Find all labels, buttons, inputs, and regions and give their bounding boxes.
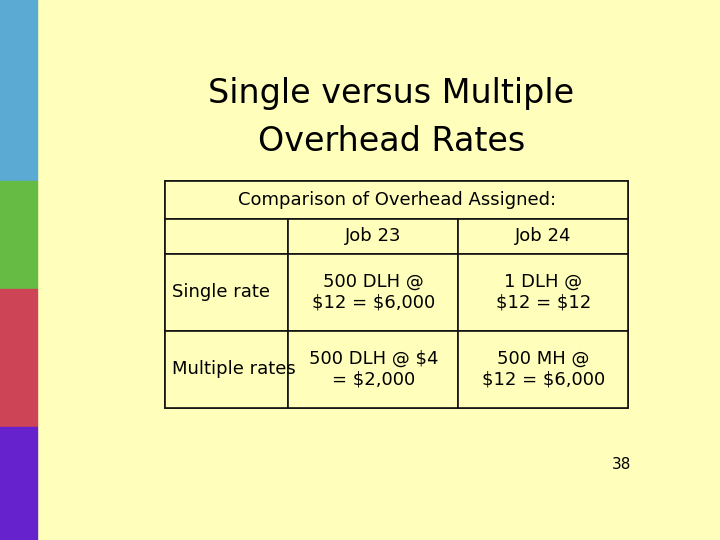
Text: 500 DLH @ \$4
= \$2,000: 500 DLH @ \$4 = \$2,000 bbox=[309, 350, 438, 389]
Text: 500 MH @
\$12 = \$6,000: 500 MH @ \$12 = \$6,000 bbox=[482, 350, 605, 389]
Text: Single versus Multiple: Single versus Multiple bbox=[208, 77, 575, 110]
Text: Overhead Rates: Overhead Rates bbox=[258, 125, 525, 158]
Bar bbox=[459, 254, 629, 331]
Bar bbox=[288, 254, 459, 331]
Text: Comparison of Overhead Assigned:: Comparison of Overhead Assigned: bbox=[238, 191, 556, 209]
Text: Job 24: Job 24 bbox=[516, 227, 572, 245]
Bar bbox=[459, 331, 629, 408]
Bar bbox=[166, 181, 629, 408]
Text: Multiple rates: Multiple rates bbox=[172, 360, 296, 379]
Bar bbox=[166, 331, 288, 408]
Bar bbox=[166, 219, 288, 254]
Text: 500 DLH @
\$12 = \$6,000: 500 DLH @ \$12 = \$6,000 bbox=[312, 273, 435, 312]
Bar bbox=[288, 219, 459, 254]
Text: 1 DLH @
\$12 = \$12: 1 DLH @ \$12 = \$12 bbox=[496, 273, 591, 312]
Bar bbox=[166, 181, 629, 219]
Text: Job 23: Job 23 bbox=[345, 227, 402, 245]
Bar bbox=[166, 254, 288, 331]
Text: 38: 38 bbox=[612, 457, 631, 472]
Text: Single rate: Single rate bbox=[172, 284, 270, 301]
Bar bbox=[459, 219, 629, 254]
Bar bbox=[288, 331, 459, 408]
